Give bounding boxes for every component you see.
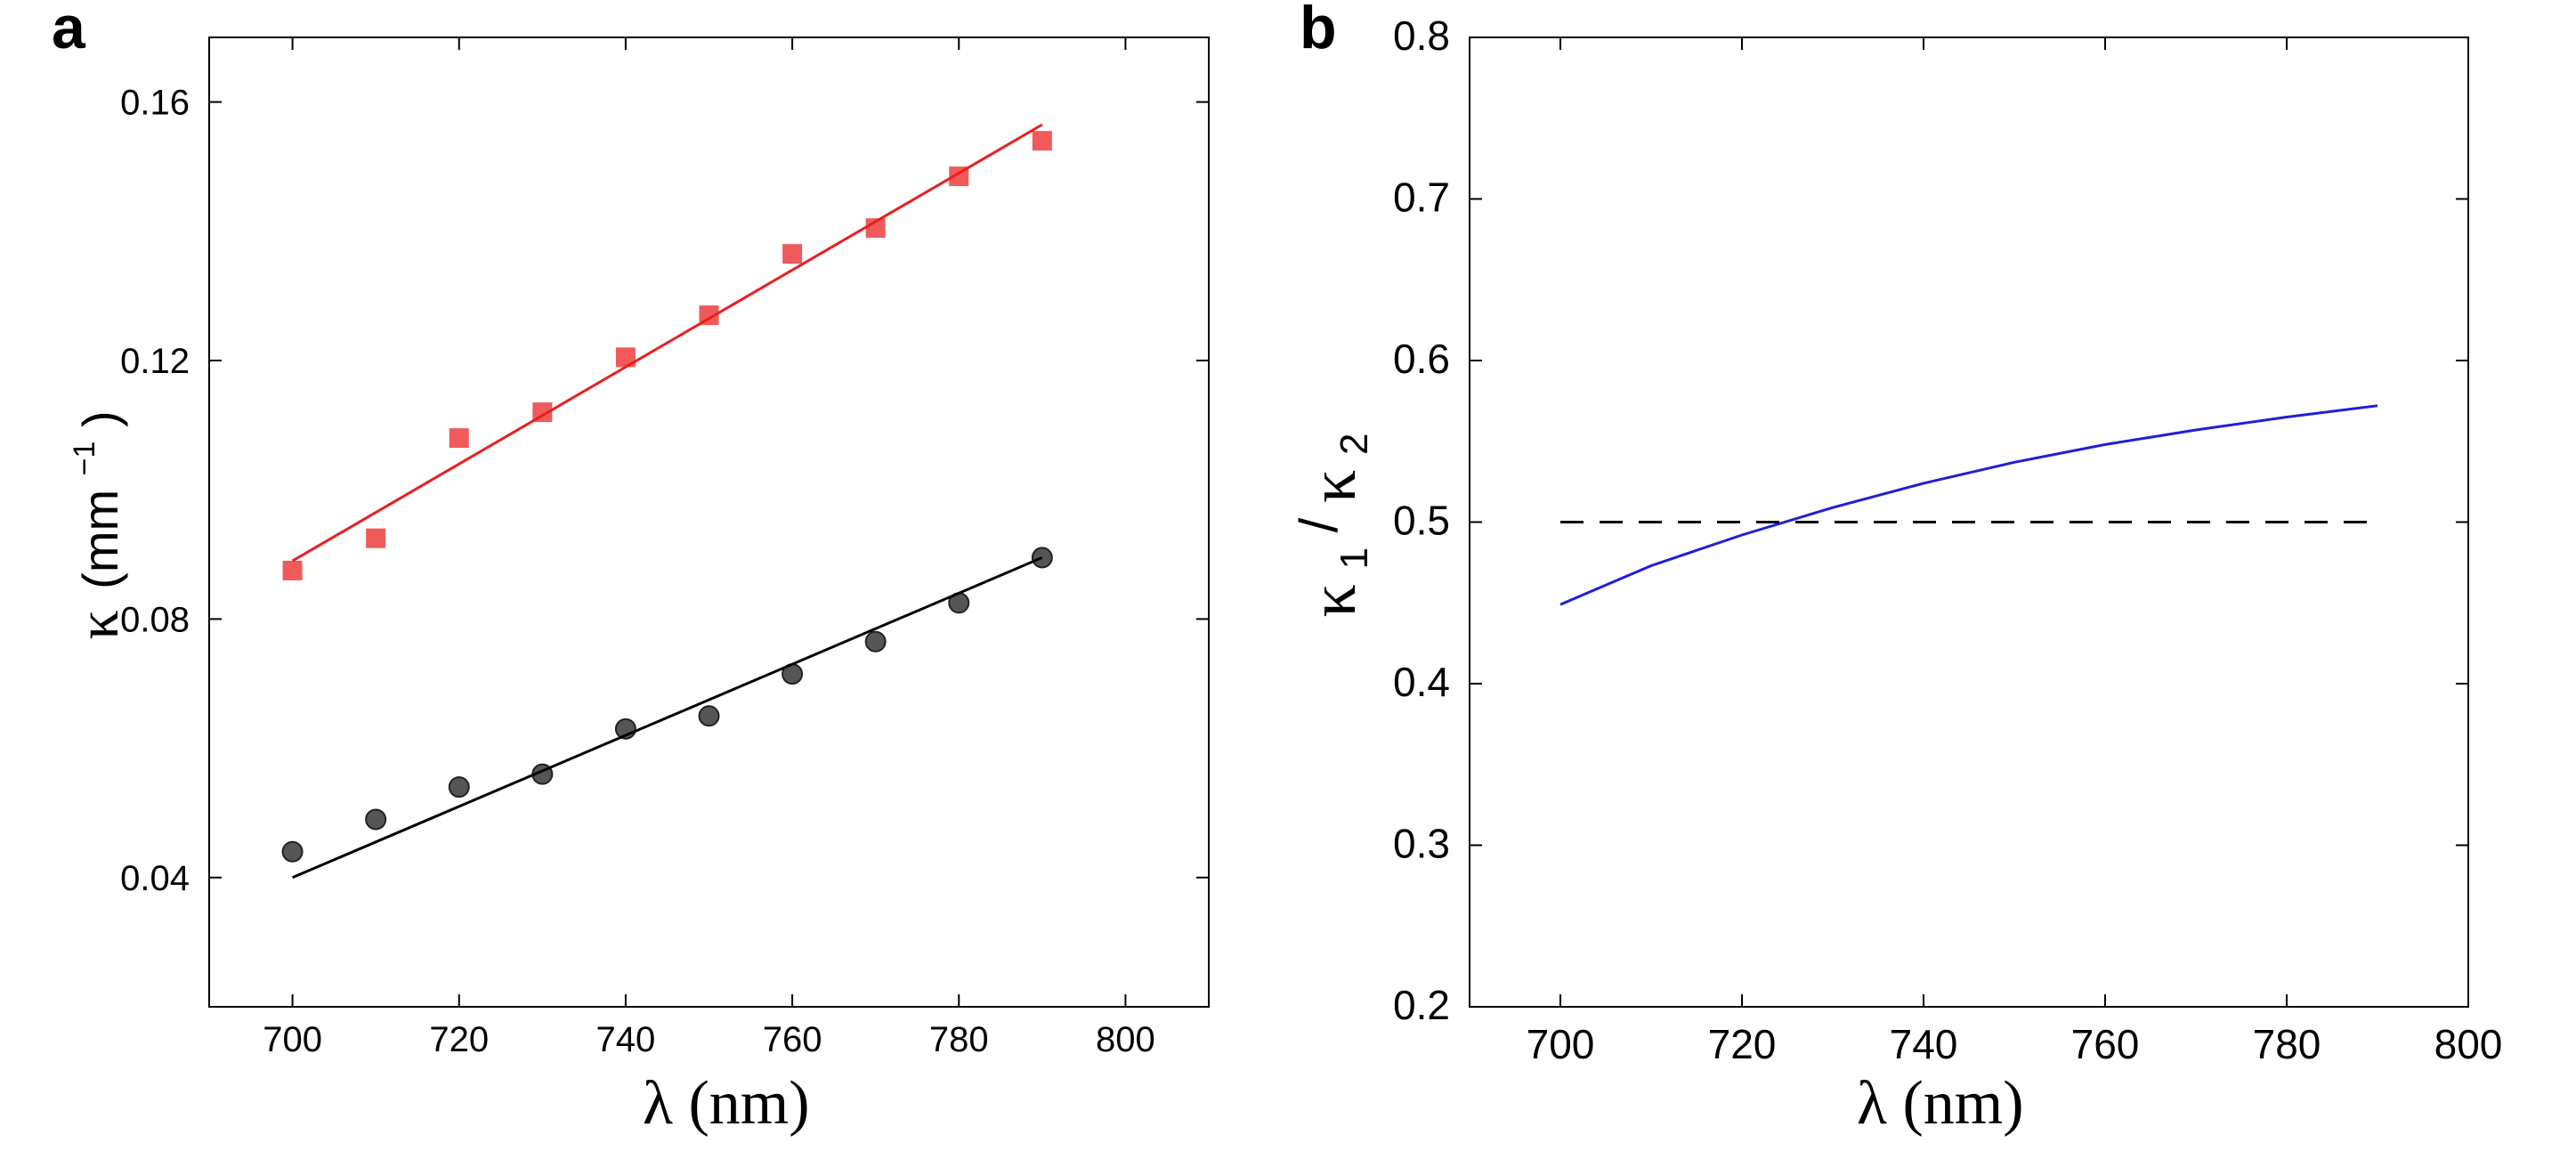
panel-b-ylabel-num: κ bbox=[1297, 584, 1370, 617]
panel-a-point-red-squares bbox=[366, 528, 386, 548]
svg-text:κ (mm −1: κ (mm −1 ) bbox=[49, 410, 131, 639]
panel-b-ytick-label: 0.5 bbox=[1393, 498, 1450, 544]
panel-b-ylabel-den: κ bbox=[1297, 470, 1370, 503]
panel-b-ytick-label: 0.2 bbox=[1393, 982, 1450, 1028]
panel-a-point-black-circles bbox=[448, 776, 470, 798]
panel-b-ylabel-slash: / bbox=[1289, 517, 1349, 532]
panel-b-ylabel: κ 1 / κ 2 bbox=[1289, 434, 1379, 618]
panel-a-axes-frame bbox=[208, 36, 1210, 1008]
panel-b-xtick-label: 700 bbox=[1527, 1021, 1595, 1067]
panel-a: a 700 720 740 760 780 800 0.04 0.08 0.12 0.16 λ (… bbox=[49, 0, 1210, 1138]
panel-a-ytick-label: 0.04 bbox=[120, 859, 190, 898]
panel-b-plot-area bbox=[1559, 404, 2378, 606]
panel-a-xlabel: λ (nm) bbox=[643, 1069, 810, 1138]
panel-a-xtick-label: 780 bbox=[929, 1020, 989, 1059]
panel-b-ytick-label: 0.7 bbox=[1393, 174, 1450, 221]
panel-a-ylabel-exp: −1 bbox=[68, 442, 101, 476]
panel-b-xtick-label: 740 bbox=[1890, 1021, 1958, 1067]
panel-b: b 700 720 740 760 780 800 0.2 0.3 0.4 0.5 0.6 0.7 0.… bbox=[1289, 0, 2502, 1138]
panel-b-tick-labels: 700 720 740 760 780 800 0.2 0.3 0.4 0.5 0.6 0.7 0.8 bbox=[1393, 12, 2502, 1067]
panel-b-ytick-label: 0.6 bbox=[1393, 336, 1450, 382]
panel-b-ticks bbox=[1470, 36, 2469, 1008]
panel-b-ytick-label: 0.3 bbox=[1393, 821, 1450, 867]
panel-a-point-red-squares bbox=[782, 244, 803, 264]
panel-a-tick-labels: 700 720 740 760 780 800 0.04 0.08 0.12 0.16 bbox=[120, 84, 1155, 1059]
panel-b-xtick-label: 800 bbox=[2434, 1021, 2503, 1067]
panel-a-ylabel-unit: (mm bbox=[72, 490, 128, 589]
panel-a-point-red-squares bbox=[282, 560, 303, 580]
panel-a-point-black-circles bbox=[864, 630, 887, 653]
panel-a-point-black-circles bbox=[365, 808, 387, 831]
panel-a-point-red-squares bbox=[1032, 131, 1052, 151]
panel-a-ylabel: κ (mm −1 ) bbox=[49, 410, 131, 639]
panel-a-ylabel-symbol: κ bbox=[66, 610, 131, 639]
panel-a-ytick-label: 0.12 bbox=[120, 342, 190, 381]
panel-a-xtick-label: 740 bbox=[596, 1020, 656, 1059]
panel-a-point-black-circles bbox=[1031, 547, 1053, 569]
panel-a-point-black-circles bbox=[698, 705, 720, 727]
panel-a-point-black-circles bbox=[281, 840, 304, 863]
panel-b-ylabel-den-sub: 2 bbox=[1333, 434, 1376, 455]
panel-b-ylabel-num-sub: 1 bbox=[1333, 547, 1376, 569]
panel-a-series-red-fit bbox=[291, 123, 1043, 563]
panel-b-xlabel: λ (nm) bbox=[1857, 1069, 2024, 1138]
panel-a-series-black-fit bbox=[292, 556, 1043, 879]
panel-a-xtick-label: 700 bbox=[263, 1020, 322, 1059]
panel-a-xtick-label: 720 bbox=[429, 1020, 489, 1059]
panel-a-ticks bbox=[209, 37, 1209, 1007]
panel-a-xtick-label: 760 bbox=[763, 1020, 822, 1059]
panel-b-ytick-label: 0.8 bbox=[1393, 12, 1450, 59]
panel-b-xtick-label: 720 bbox=[1708, 1021, 1777, 1067]
panel-b-letter: b bbox=[1300, 0, 1337, 61]
svg-text:κ 1 /: κ 1 / κ 2 bbox=[1289, 434, 1379, 618]
panel-a-ytick-label: 0.16 bbox=[120, 84, 190, 123]
panel-b-xtick-label: 760 bbox=[2071, 1021, 2140, 1067]
panel-a-letter: a bbox=[52, 0, 86, 61]
panel-a-ylabel-close: ) bbox=[72, 410, 128, 427]
panel-a-point-red-squares bbox=[615, 347, 636, 368]
panel-b-ytick-label: 0.4 bbox=[1393, 659, 1450, 705]
panel-a-plot-area bbox=[281, 123, 1053, 879]
panel-a-ytick-label: 0.08 bbox=[120, 600, 190, 639]
panel-a-point-red-squares bbox=[449, 428, 469, 449]
panel-b-series-ratio bbox=[1559, 404, 2378, 606]
panel-b-xtick-label: 780 bbox=[2253, 1021, 2321, 1067]
panel-a-xtick-label: 800 bbox=[1096, 1020, 1155, 1059]
